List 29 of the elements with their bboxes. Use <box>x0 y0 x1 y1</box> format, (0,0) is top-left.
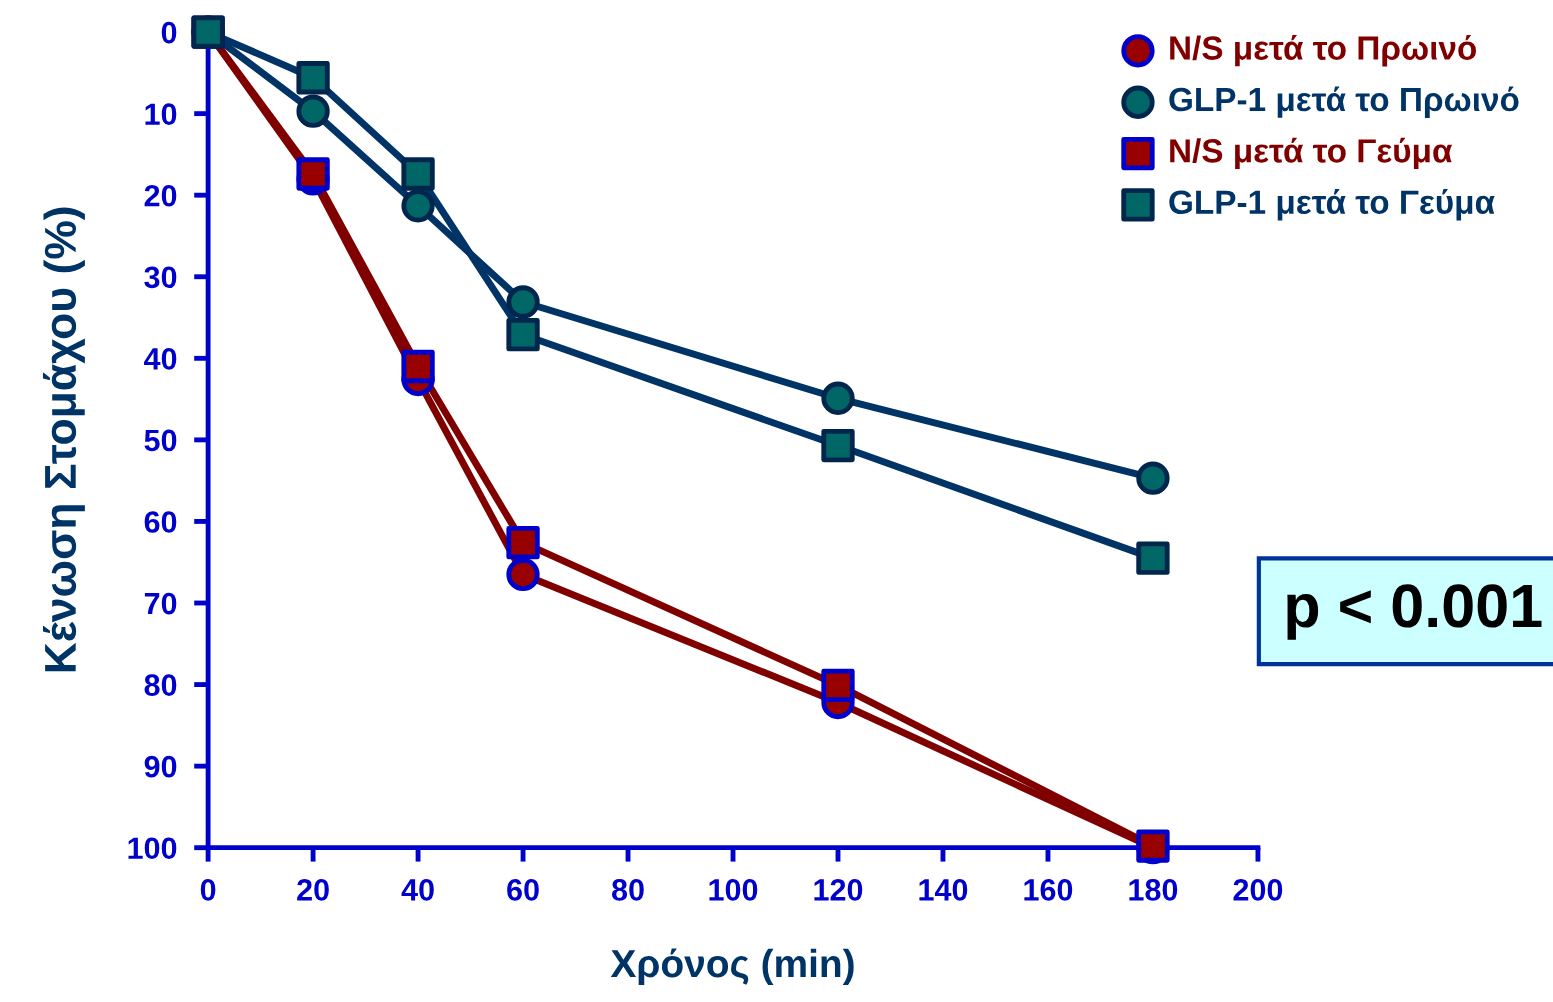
y-tick-label: 30 <box>144 266 177 289</box>
x-tick-label: 160 <box>1024 879 1073 901</box>
y-tick-label: 50 <box>144 429 177 452</box>
y-tick-label: 0 <box>161 21 177 44</box>
x-tick-label: 140 <box>919 879 968 901</box>
legend-label: GLP-1 μετά το Γεύμα <box>1169 189 1495 221</box>
text: p < 0.001 <box>1287 584 1542 640</box>
x-tick-label: 200 <box>1233 879 1283 901</box>
legend-label: N/S μετά το Πρωινό <box>1170 35 1477 67</box>
y-tick-label: 60 <box>144 511 177 533</box>
y-tick-label: 90 <box>144 755 177 778</box>
y-tick-label: 10 <box>145 103 177 125</box>
x-axis-title: Χρόνος (min) <box>610 948 854 986</box>
y-tick-label: 20 <box>144 184 177 207</box>
x-tick-label: 100 <box>709 879 758 901</box>
x-tick-label: 0 <box>200 879 216 901</box>
x-tick-label: 40 <box>401 879 434 901</box>
y-tick-label: 40 <box>144 348 177 370</box>
x-tick-label: 60 <box>507 879 539 901</box>
y-tick-label: 100 <box>128 837 177 860</box>
legend-label: N/S μετά το Γεύμα <box>1170 137 1453 170</box>
x-tick-label: 120 <box>814 879 863 901</box>
y-tick-label: 70 <box>144 592 177 615</box>
legend-label: GLP-1 μετά το Πρωινό <box>1169 86 1519 118</box>
y-tick-label: 80 <box>144 674 177 696</box>
y-axis-title: Κένωση Στομάχου (%) <box>42 207 85 672</box>
x-tick-label: 180 <box>1129 879 1178 901</box>
x-tick-label: 20 <box>297 879 329 901</box>
x-tick-label: 80 <box>612 879 644 901</box>
